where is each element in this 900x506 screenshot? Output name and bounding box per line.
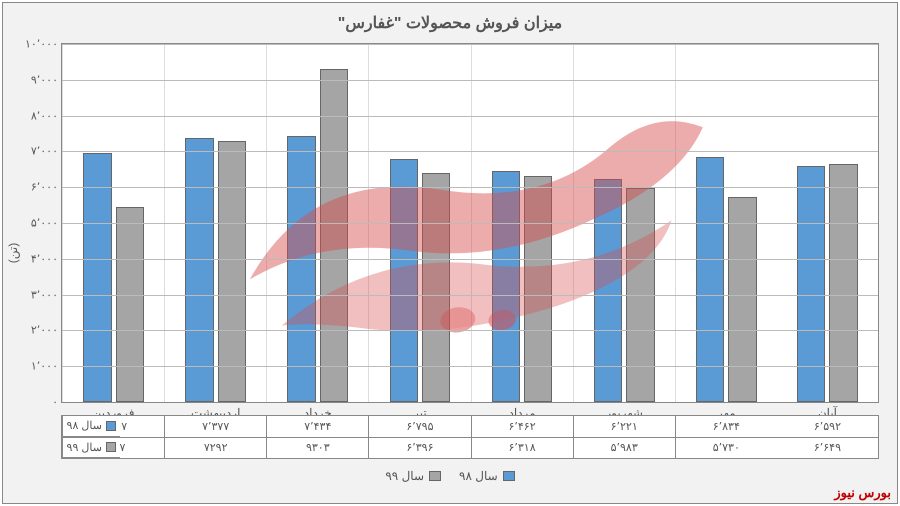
gridline: [62, 330, 878, 331]
data-cell: ۵٬۷۳۰: [675, 438, 777, 459]
y-tick-label: ۹٬۰۰۰: [10, 73, 58, 86]
y-tick-label: ۳٬۰۰۰: [10, 288, 58, 301]
y-tick-label: ۸٬۰۰۰: [10, 109, 58, 122]
y-tick-label: ۶٬۰۰۰: [10, 181, 58, 194]
data-cell: ۶٬۶۴۹: [777, 438, 878, 459]
data-cell: ۶٬۷۹۵: [368, 416, 470, 437]
plot-area: فروردیناردیبهشتخردادتیرمردادشهریورمهرآبا…: [61, 43, 879, 403]
legend-swatch-icon: [106, 442, 116, 452]
bar: [218, 141, 246, 402]
gridline: [62, 44, 878, 45]
gridline: [62, 259, 878, 260]
chart-title: میزان فروش محصولات "غفارس": [3, 3, 897, 39]
data-cell: ۶٬۳۱۸: [471, 438, 573, 459]
legend-swatch-icon: [106, 421, 116, 431]
y-tick-label: ۱٬۰۰۰: [10, 360, 58, 373]
bar: [492, 171, 520, 402]
bar: [524, 176, 552, 402]
gridline: [62, 223, 878, 224]
data-table: سال ۹۸۶٬۹۶۷۷٬۳۷۷۷٬۴۳۴۶٬۷۹۵۶٬۴۶۲۶٬۲۲۱۶٬۸۳…: [61, 415, 879, 459]
legend-swatch-icon: [429, 471, 441, 481]
data-cell: ۶٬۸۳۴: [675, 416, 777, 437]
data-cell: ۷٬۳۷۷: [164, 416, 266, 437]
data-cell: ۶٬۴۶۲: [471, 416, 573, 437]
bar: [594, 179, 622, 402]
data-cell: ۵٬۹۸۳: [573, 438, 675, 459]
bar: [320, 69, 348, 402]
series-name: سال ۹۹: [67, 441, 102, 454]
bar: [728, 197, 756, 402]
gridline: [62, 295, 878, 296]
y-tick-label: ۲٬۰۰۰: [10, 324, 58, 337]
bar: [422, 173, 450, 402]
data-cell: ۷٬۴۳۴: [266, 416, 368, 437]
data-cell: ۷۲۹۲: [164, 438, 266, 459]
table-row: سال ۹۹۵۴۵۷۷۲۹۲۹۳۰۳۶٬۳۹۶۶٬۳۱۸۵٬۹۸۳۵٬۷۳۰۶٬…: [62, 437, 878, 459]
y-tick-label: ۵٬۰۰۰: [10, 217, 58, 230]
row-label: سال ۹۸: [62, 416, 120, 437]
legend: سال ۹۸ سال ۹۹: [3, 469, 897, 483]
legend-label: سال ۹۸: [459, 469, 498, 483]
bar: [287, 136, 315, 402]
table-row: سال ۹۸۶٬۹۶۷۷٬۳۷۷۷٬۴۳۴۶٬۷۹۵۶٬۴۶۲۶٬۲۲۱۶٬۸۳…: [62, 415, 878, 437]
data-cell: ۶٬۲۲۱: [573, 416, 675, 437]
row-label: سال ۹۹: [62, 438, 120, 459]
gridline: [62, 187, 878, 188]
y-tick-label: ۱۰٬۰۰۰: [10, 38, 58, 51]
data-cell: ۶٬۵۹۲: [777, 416, 878, 437]
bar: [116, 207, 144, 402]
gridline: [62, 116, 878, 117]
legend-swatch-icon: [503, 471, 515, 481]
y-tick-label: ۷٬۰۰۰: [10, 145, 58, 158]
bar: [83, 153, 111, 402]
series-name: سال ۹۸: [67, 419, 102, 432]
gridline: [62, 151, 878, 152]
y-tick-label: ۰: [10, 396, 58, 409]
legend-label: سال ۹۹: [385, 469, 424, 483]
chart-container: میزان فروش محصولات "غفارس" (تن) فروردینا…: [2, 2, 898, 504]
data-cell: ۹۳۰۳: [266, 438, 368, 459]
gridline: [62, 80, 878, 81]
gridline: [62, 366, 878, 367]
y-tick-label: ۴٬۰۰۰: [10, 252, 58, 265]
source-label: بورس نیوز: [834, 485, 891, 501]
bar: [185, 138, 213, 402]
legend-item: سال ۹۸: [459, 469, 515, 483]
legend-item: سال ۹۹: [385, 469, 441, 483]
data-cell: ۶٬۳۹۶: [368, 438, 470, 459]
